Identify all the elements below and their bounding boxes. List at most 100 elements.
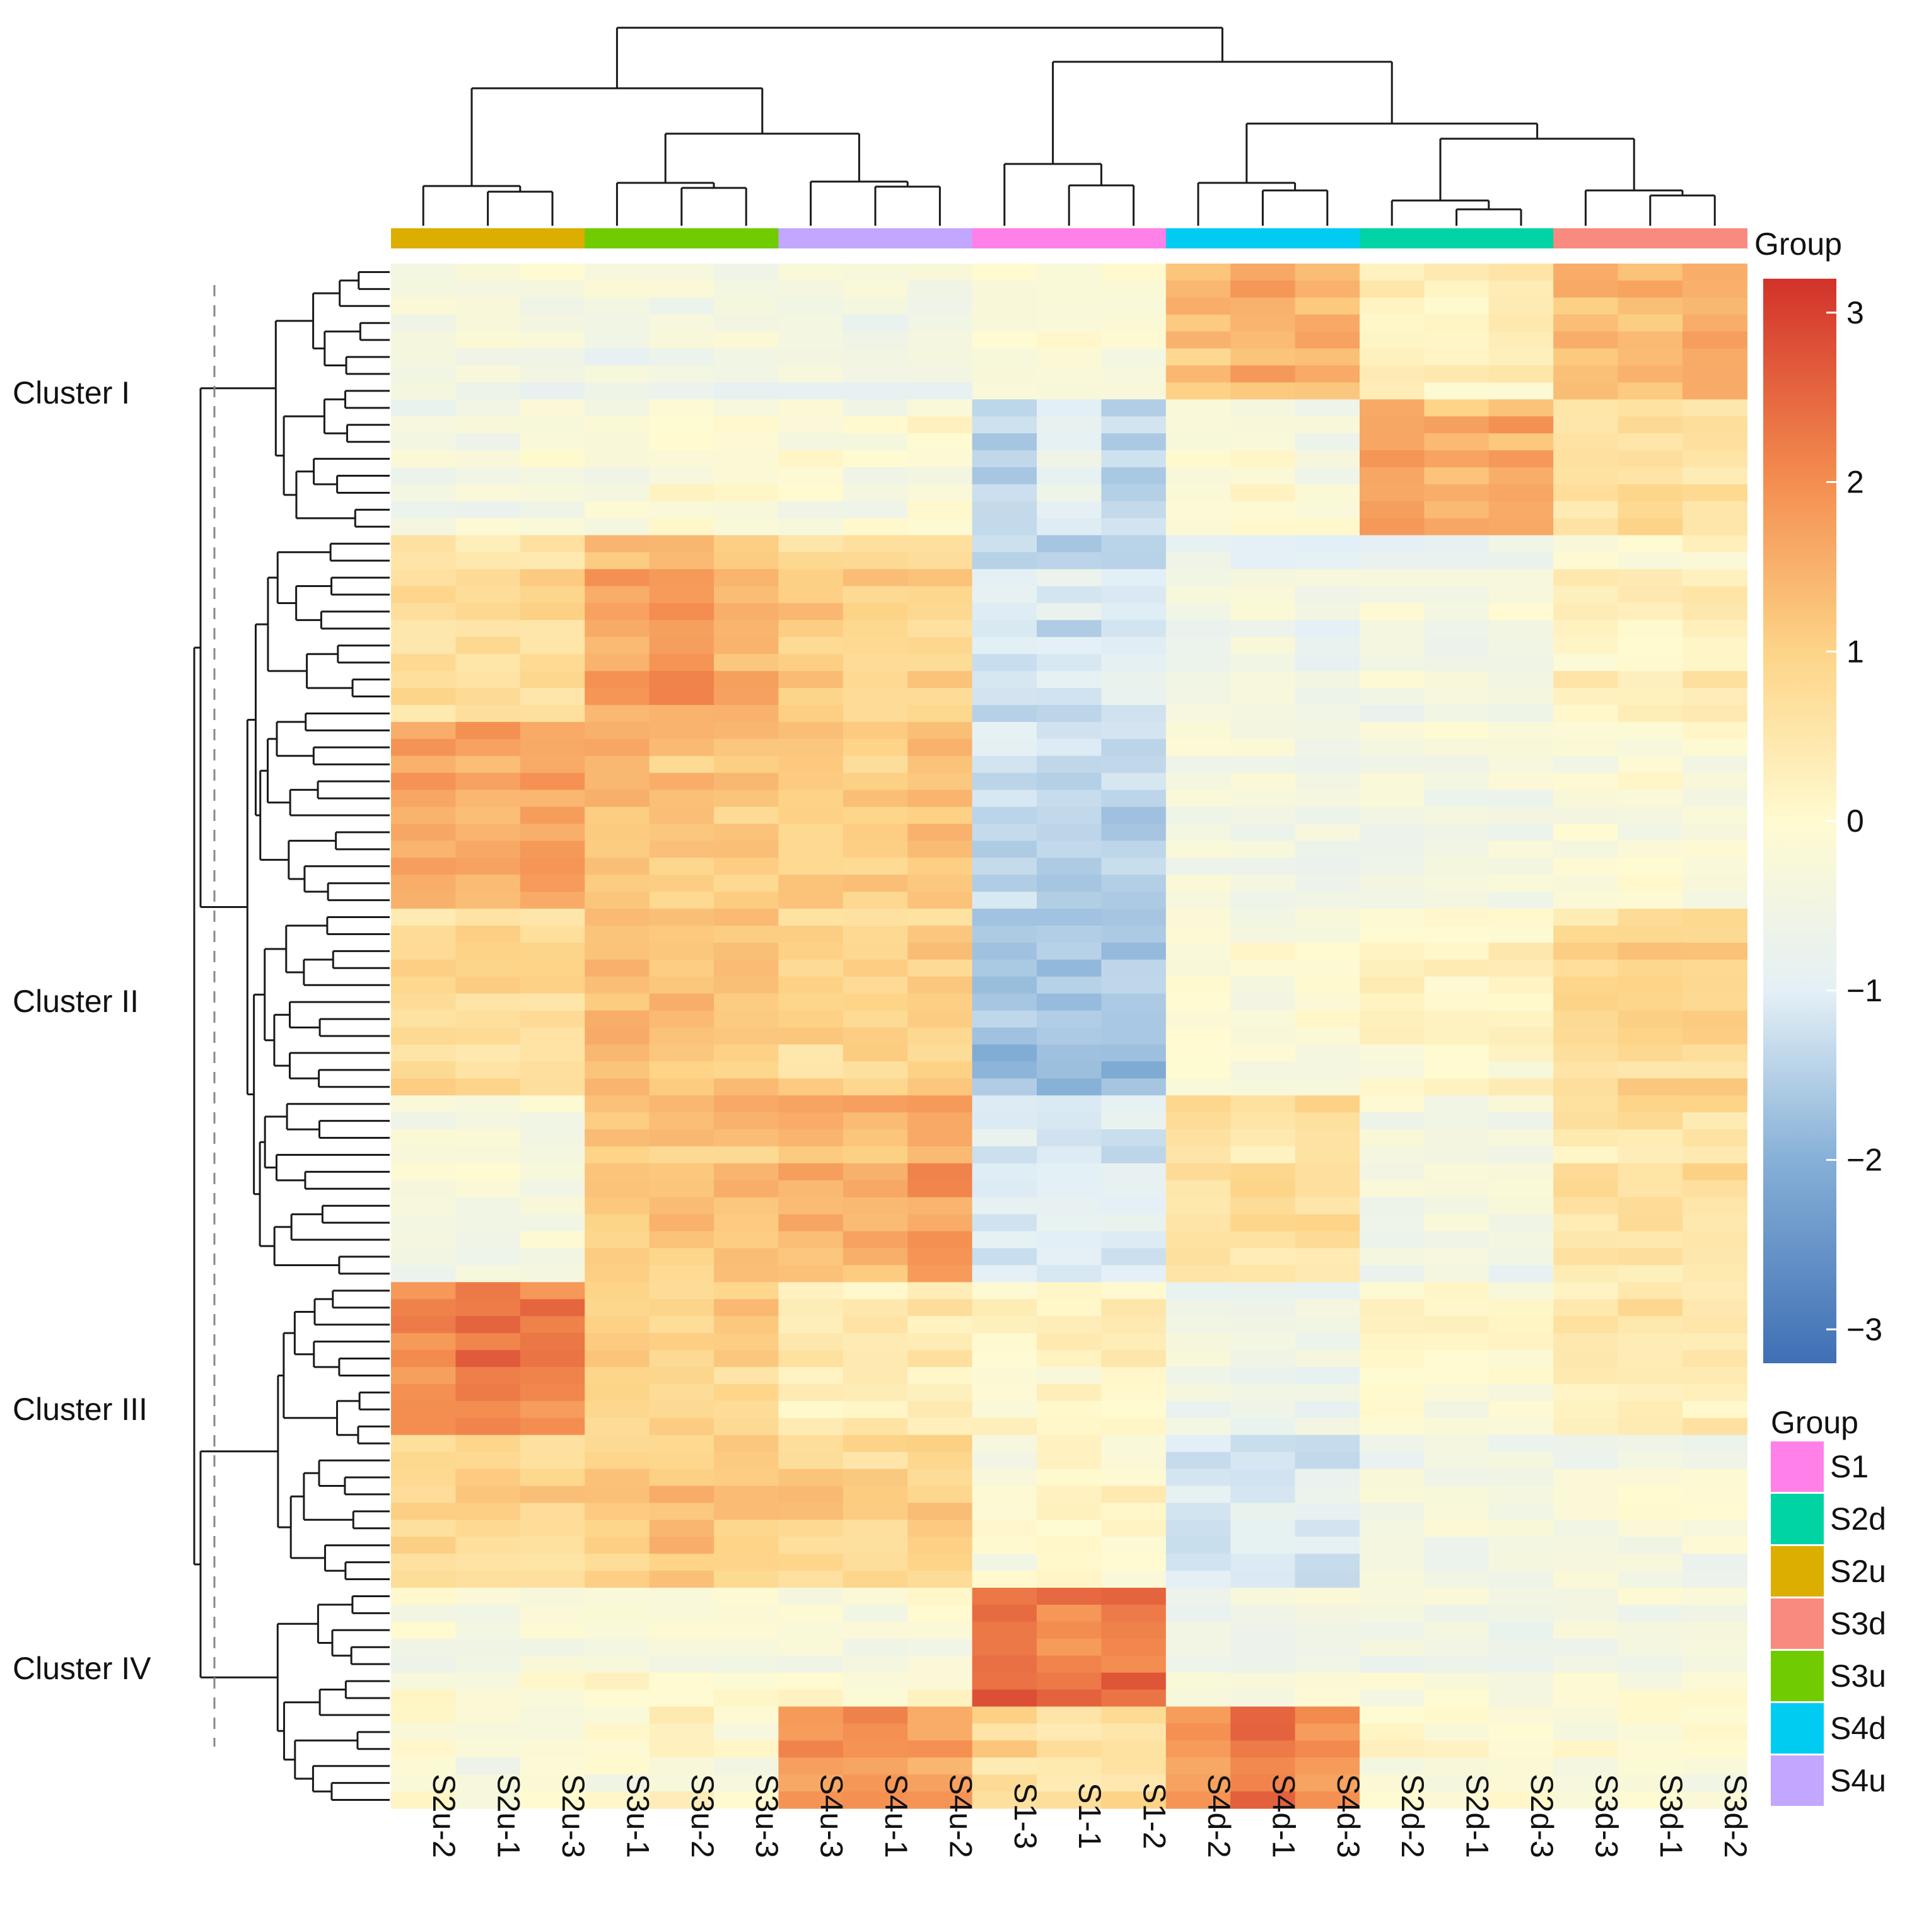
heatmap-cell [391, 1434, 456, 1453]
heatmap-cell [391, 433, 456, 451]
heatmap-cell [649, 484, 714, 502]
heatmap-cell [1165, 1740, 1231, 1758]
heatmap-cell [972, 1231, 1037, 1249]
heatmap-cell [1360, 823, 1425, 841]
heatmap-cell [1424, 858, 1490, 875]
heatmap-cell [1101, 569, 1167, 587]
heatmap-cell [1618, 841, 1683, 858]
heatmap-cell [1295, 721, 1360, 740]
heatmap-cell [455, 875, 521, 892]
heatmap-cell [1101, 993, 1167, 1011]
heatmap-cell [714, 1095, 779, 1113]
heatmap-cell [907, 755, 973, 774]
heatmap-cell [1037, 858, 1102, 875]
heatmap-cell [1424, 637, 1490, 655]
heatmap-cell [1618, 1265, 1683, 1283]
heatmap-cell [391, 823, 456, 841]
heatmap-cell [1618, 1486, 1683, 1503]
heatmap-cell [1618, 1757, 1683, 1775]
heatmap-cell [1618, 1723, 1683, 1741]
annotation-cell-s1 [972, 228, 1037, 250]
heatmap-cell [455, 331, 521, 349]
heatmap-cell [1553, 264, 1619, 281]
heatmap-cell [778, 518, 844, 536]
heatmap-cell [1295, 620, 1360, 637]
heatmap-cell [585, 1333, 650, 1351]
heatmap-cell [1682, 1757, 1747, 1775]
heatmap-cell [391, 450, 456, 468]
heatmap-cell [1682, 1180, 1747, 1198]
heatmap-cell [907, 1740, 973, 1758]
heatmap-cell [1037, 1112, 1102, 1130]
heatmap-cell [585, 1078, 650, 1096]
heatmap-cell [972, 1537, 1037, 1554]
heatmap-cell [585, 1434, 650, 1453]
heatmap-cell [1488, 976, 1554, 994]
heatmap-cell [972, 1163, 1037, 1181]
heatmap-cell [714, 467, 779, 485]
heatmap-cell [907, 1469, 973, 1487]
heatmap-cell [1488, 823, 1554, 841]
heatmap-cell [1488, 331, 1554, 349]
heatmap-cell [1424, 789, 1490, 808]
heatmap-cell [1488, 688, 1554, 706]
heatmap-cell [1037, 1350, 1102, 1368]
heatmap-cell [391, 654, 456, 672]
heatmap-cell [1165, 314, 1231, 332]
heatmap-cell [843, 1180, 908, 1198]
heatmap-cell [714, 1265, 779, 1283]
heatmap-cell [1424, 484, 1490, 502]
heatmap-cell [1230, 365, 1296, 383]
heatmap-cell [1424, 586, 1490, 604]
heatmap-cell [1037, 875, 1102, 892]
heatmap-cell [391, 806, 456, 825]
heatmap-cell [649, 1010, 714, 1028]
heatmap-cell [1682, 1571, 1747, 1588]
annotation-cell-s2d [1360, 228, 1425, 250]
heatmap-cell [1360, 399, 1425, 417]
heatmap-cell [1424, 501, 1490, 519]
heatmap-cell [585, 1197, 650, 1215]
heatmap-cell [1424, 1129, 1490, 1147]
heatmap-cell [391, 1367, 456, 1385]
heatmap-cell [1165, 1129, 1231, 1147]
heatmap-cell [1360, 705, 1425, 723]
heatmap-cell [1360, 1078, 1425, 1096]
heatmap-cell [649, 1299, 714, 1317]
heatmap-cell [1424, 1469, 1490, 1487]
heatmap-cell [907, 365, 973, 383]
heatmap-cell [1360, 755, 1425, 774]
heatmap-cell [1618, 1588, 1683, 1605]
heatmap-cell [907, 467, 973, 485]
heatmap-cell [907, 331, 973, 349]
heatmap-cell [455, 1571, 521, 1588]
heatmap-cell [585, 858, 650, 875]
heatmap-cell [1424, 1197, 1490, 1215]
heatmap-cell [1037, 789, 1102, 808]
heatmap-cell [778, 586, 844, 604]
heatmap-cell [1488, 1265, 1554, 1283]
heatmap-cell [1101, 586, 1167, 604]
heatmap-cell [649, 1571, 714, 1588]
heatmap-cell [1295, 569, 1360, 587]
heatmap-cell [1037, 569, 1102, 587]
heatmap-cell [1618, 365, 1683, 383]
heatmap-cell [1165, 1723, 1231, 1741]
heatmap-cell [778, 1061, 844, 1079]
heatmap-cell [714, 1299, 779, 1317]
heatmap-cell [520, 1774, 585, 1792]
heatmap-cell [649, 1604, 714, 1622]
heatmap-cell [714, 620, 779, 637]
heatmap-cell [391, 1282, 456, 1300]
heatmap-cell [649, 1180, 714, 1198]
heatmap-cell [1295, 1723, 1360, 1741]
heatmap-cell [843, 909, 908, 926]
heatmap-cell [1230, 1146, 1296, 1164]
heatmap-cell [1553, 705, 1619, 723]
heatmap-cell [391, 1299, 456, 1317]
heatmap-cell [972, 1655, 1037, 1673]
annotation-cell-s4u [778, 228, 844, 250]
heatmap-cell [1230, 501, 1296, 519]
heatmap-cell [585, 331, 650, 349]
heatmap-cell [1553, 365, 1619, 383]
